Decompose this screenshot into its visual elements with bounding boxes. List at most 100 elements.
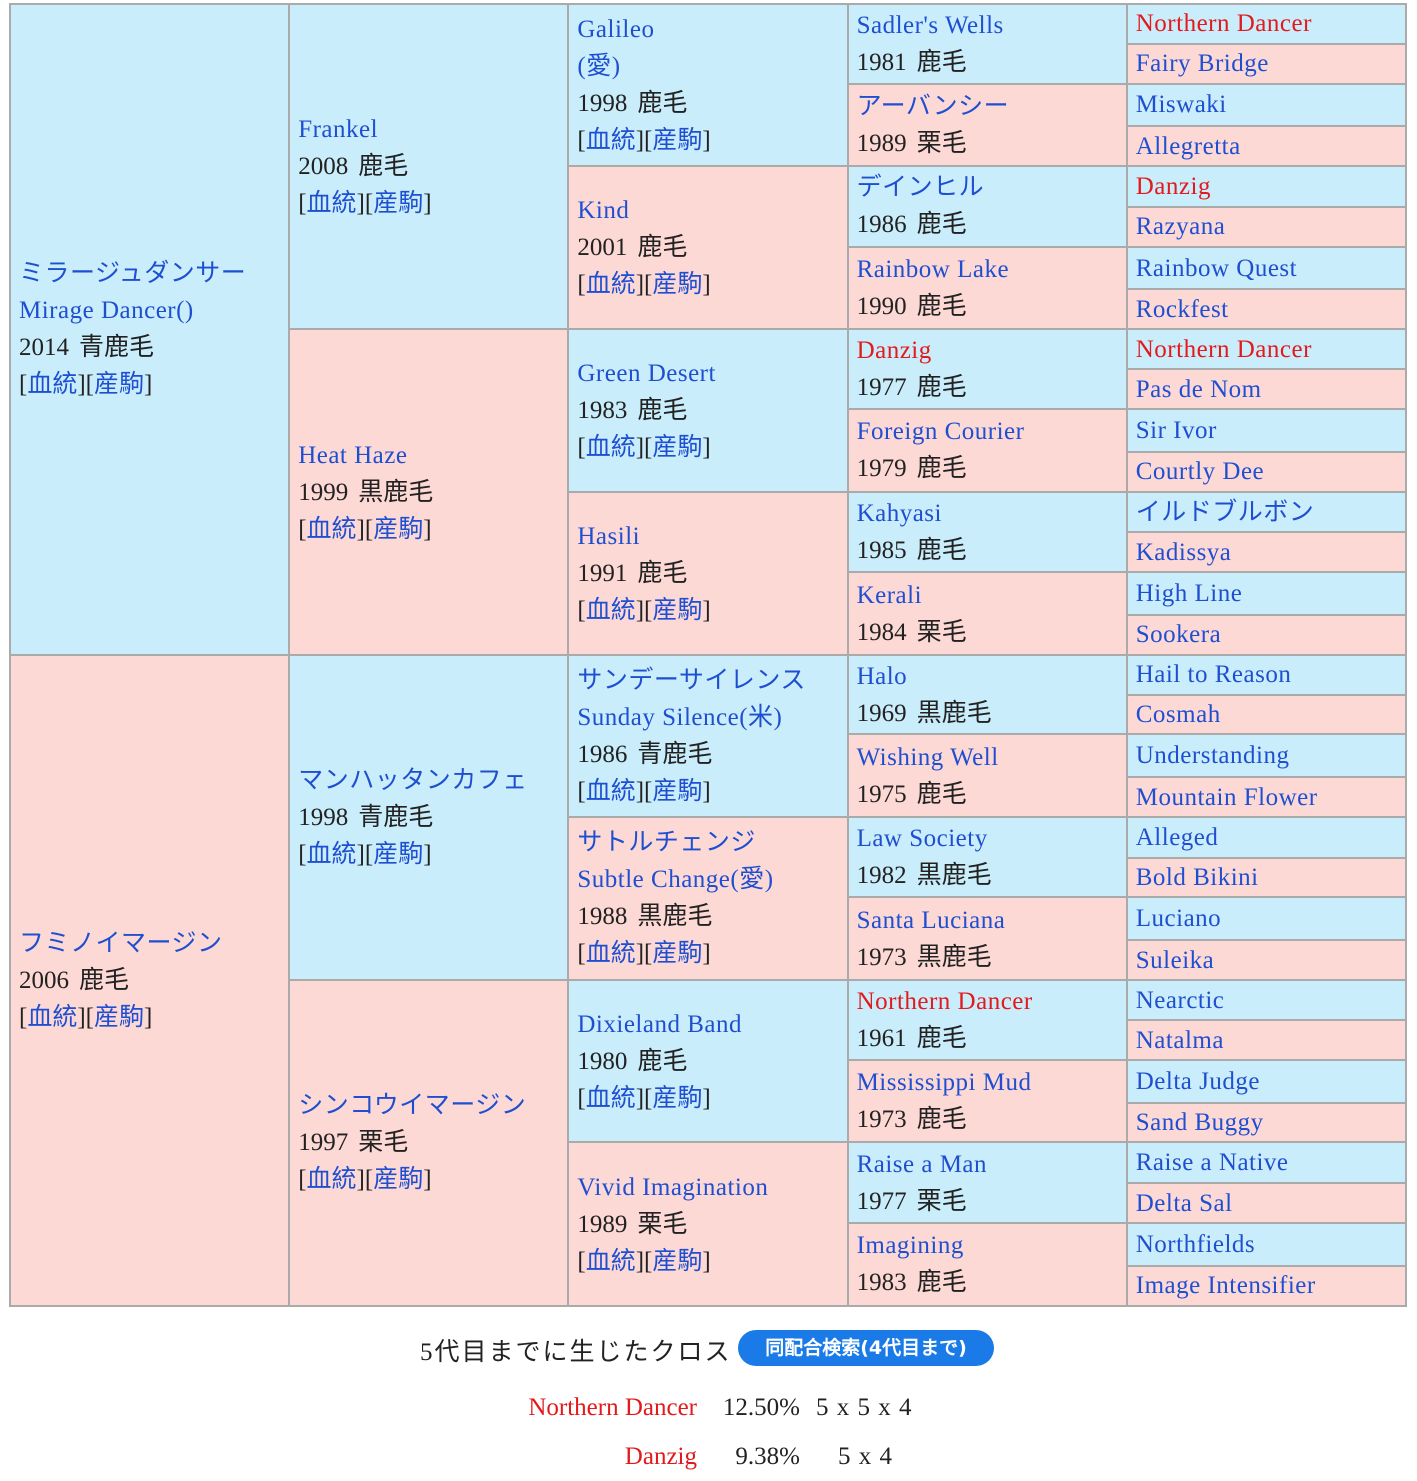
horse-name[interactable]: Miswaki [1135, 91, 1227, 119]
link[interactable]: 産駒 [94, 371, 145, 399]
horse-name[interactable]: Nearctic [1135, 986, 1225, 1014]
link[interactable]: 産駒 [373, 1166, 424, 1194]
link[interactable]: 血統 [585, 777, 636, 805]
link[interactable]: 血統 [27, 1003, 78, 1031]
horse-name[interactable]: Bold Bikini [1135, 864, 1259, 892]
horse-name[interactable]: アーバンシー [856, 92, 1010, 120]
link[interactable]: 産駒 [373, 840, 424, 868]
horse-cell: Sir Ivor [1125, 408, 1408, 453]
cross-name[interactable]: Danzig [624, 1443, 697, 1470]
horse-name[interactable]: Alleged [1135, 823, 1219, 851]
horse-info: 1984 栗毛 [857, 614, 1125, 651]
horse-name[interactable]: Courtly Dee [1135, 458, 1265, 486]
horse-name[interactable]: Kerali [856, 581, 923, 609]
horse-name[interactable]: Wishing Well [856, 743, 999, 771]
link[interactable]: 産駒 [94, 1003, 145, 1031]
link[interactable]: 血統 [306, 1166, 357, 1194]
link[interactable]: 血統 [585, 596, 636, 624]
pedigree-row: Wishing Well 1975 鹿毛 Understanding [10, 733, 1408, 818]
horse-name[interactable]: Rockfest [1135, 295, 1229, 323]
link[interactable]: 血統 [306, 190, 357, 218]
horse-name[interactable]: サトルチェンジ [577, 829, 756, 857]
link[interactable]: 産駒 [373, 515, 424, 543]
horse-name[interactable]: Northern Dancer [856, 987, 1033, 1015]
horse-name[interactable]: Frankel [298, 116, 379, 144]
link[interactable]: 産駒 [373, 190, 424, 218]
horse-name[interactable]: Heat Haze [298, 441, 408, 469]
horse-name[interactable]: Luciano [1135, 905, 1222, 933]
horse-name[interactable]: Mountain Flower [1135, 783, 1318, 811]
horse-name[interactable]: Halo [856, 662, 908, 690]
cross-name[interactable]: Northern Dancer [528, 1394, 697, 1421]
horse-name[interactable]: Dixieland Band [577, 1010, 742, 1038]
horse-name[interactable]: Understanding [1135, 742, 1290, 770]
horse-name[interactable]: シンコウイマージン [298, 1092, 527, 1120]
horse-name[interactable]: Danzig [1135, 173, 1211, 201]
link[interactable]: 血統 [585, 1247, 636, 1275]
horse-name[interactable]: Green Desert [577, 359, 716, 387]
horse-name[interactable]: Sand Buggy [1135, 1109, 1264, 1137]
horse-name[interactable]: Danzig [856, 337, 932, 365]
horse-name[interactable]: ミラージュダンサー [19, 260, 247, 288]
link[interactable]: 産駒 [652, 777, 703, 805]
link[interactable]: 血統 [306, 515, 357, 543]
horse-name[interactable]: Pas de Nom [1135, 375, 1262, 403]
horse-name[interactable]: Hasili [577, 522, 641, 550]
horse-name[interactable]: Mississippi Mud [856, 1069, 1032, 1097]
horse-name[interactable]: Image Intensifier [1135, 1272, 1316, 1300]
horse-name[interactable]: Sookera [1135, 621, 1222, 649]
horse-name[interactable]: Cosmah [1135, 700, 1221, 728]
horse-name[interactable]: Natalma [1135, 1026, 1224, 1054]
horse-name[interactable]: Kind [577, 197, 630, 225]
link[interactable]: 血統 [27, 371, 78, 399]
horse-name[interactable]: Raise a Man [856, 1150, 988, 1178]
horse-name[interactable]: フミノイマージン [19, 929, 223, 957]
horse-name[interactable]: (愛) [577, 53, 621, 81]
horse-name[interactable]: Imagining [856, 1232, 964, 1260]
horse-name[interactable]: マンハッタンカフェ [298, 766, 528, 794]
link[interactable]: 血統 [585, 940, 636, 968]
horse-name[interactable]: Rainbow Quest [1135, 254, 1298, 282]
horse-name[interactable]: Northfields [1135, 1230, 1256, 1258]
horse-name[interactable]: Allegretta [1135, 132, 1241, 160]
horse-name[interactable]: Mirage Dancer() [19, 297, 194, 325]
horse-name[interactable]: Vivid Imagination [577, 1173, 769, 1201]
search-button[interactable]: 同配合検索(4代目まで) [738, 1330, 994, 1366]
horse-name[interactable]: Kadissya [1135, 538, 1232, 566]
horse-name[interactable]: イルドブルボン [1135, 498, 1315, 526]
horse-name[interactable]: デインヒル [856, 174, 985, 202]
horse-name[interactable]: Sunday Silence(米) [577, 703, 783, 731]
horse-name[interactable]: Subtle Change(愛) [577, 866, 774, 894]
horse-name[interactable]: Sadler's Wells [856, 11, 1004, 39]
link[interactable]: 産駒 [652, 271, 703, 299]
link[interactable]: 産駒 [652, 127, 703, 155]
horse-name[interactable]: High Line [1135, 580, 1243, 608]
link[interactable]: 産駒 [652, 433, 703, 461]
horse-name[interactable]: Kahyasi [856, 499, 942, 527]
horse-name[interactable]: Razyana [1135, 213, 1226, 241]
horse-name[interactable]: Hail to Reason [1135, 661, 1292, 689]
link[interactable]: 産駒 [652, 1247, 703, 1275]
link[interactable]: 産駒 [652, 940, 703, 968]
horse-name[interactable]: Law Society [856, 825, 988, 853]
horse-name[interactable]: Northern Dancer [1135, 335, 1312, 363]
link[interactable]: 血統 [585, 127, 636, 155]
horse-name[interactable]: Raise a Native [1135, 1149, 1289, 1177]
horse-name[interactable]: Galileo [577, 16, 655, 44]
horse-name[interactable]: Suleika [1135, 946, 1215, 974]
link[interactable]: 血統 [585, 1084, 636, 1112]
horse-name[interactable]: Fairy Bridge [1135, 50, 1269, 78]
link[interactable]: 産駒 [652, 596, 703, 624]
horse-name[interactable]: Santa Luciana [856, 906, 1006, 934]
link[interactable]: 血統 [585, 271, 636, 299]
link[interactable]: 産駒 [652, 1084, 703, 1112]
horse-name[interactable]: Foreign Courier [856, 418, 1025, 446]
horse-name[interactable]: Rainbow Lake [856, 255, 1010, 283]
horse-name[interactable]: Delta Judge [1135, 1067, 1260, 1095]
link[interactable]: 血統 [585, 433, 636, 461]
horse-name[interactable]: Delta Sal [1135, 1189, 1233, 1217]
horse-name[interactable]: サンデーサイレンス [577, 666, 806, 694]
horse-name[interactable]: Sir Ivor [1135, 416, 1217, 444]
horse-name[interactable]: Northern Dancer [1135, 10, 1312, 38]
link[interactable]: 血統 [306, 840, 357, 868]
